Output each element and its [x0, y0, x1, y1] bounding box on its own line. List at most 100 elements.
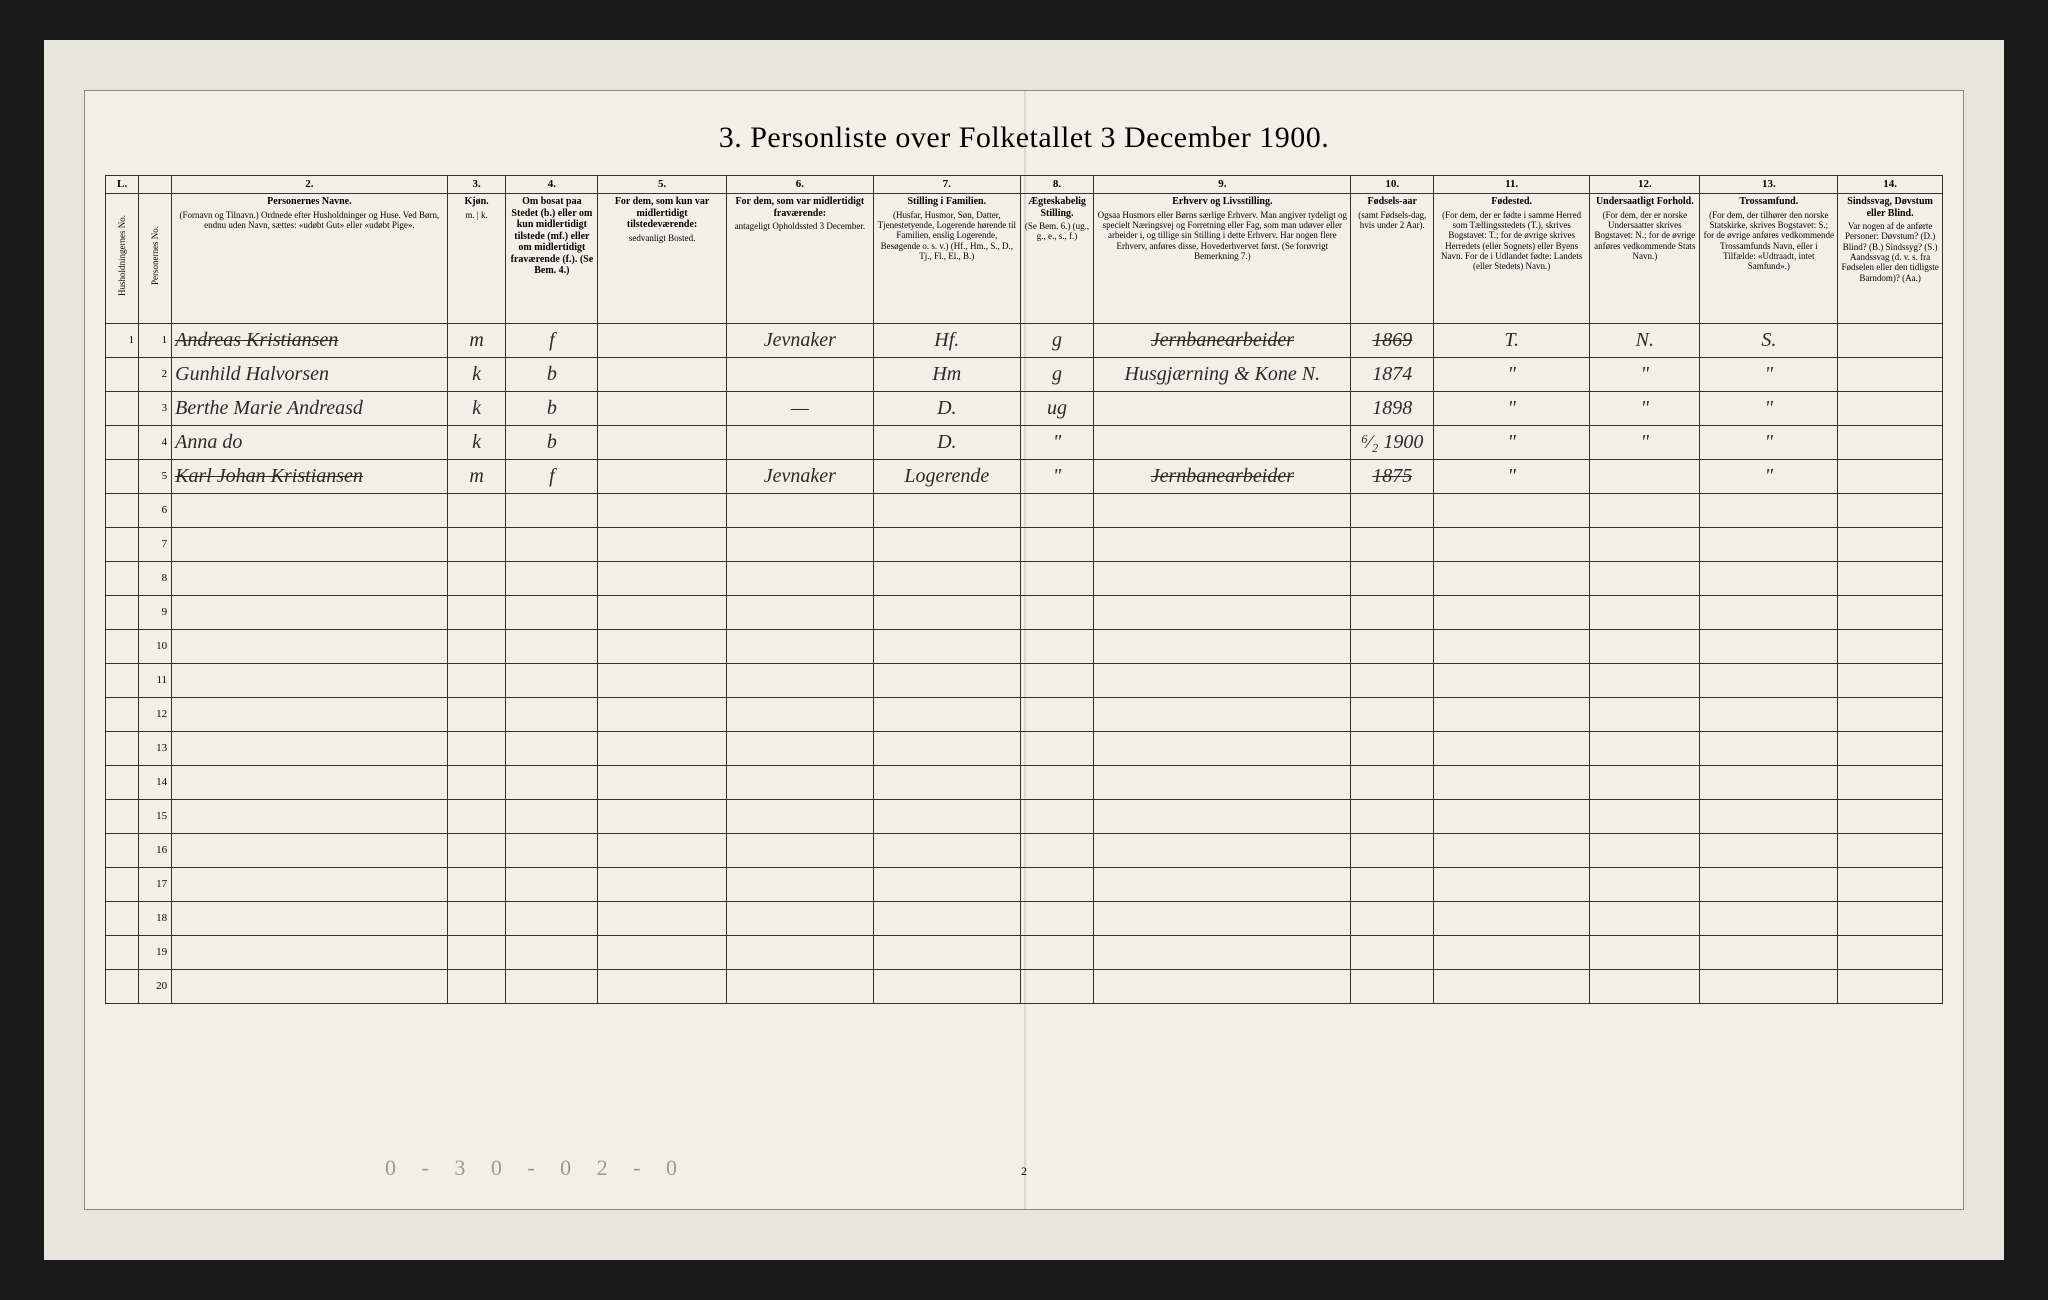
cell [1838, 834, 1943, 868]
cell [1094, 732, 1351, 766]
cell [1838, 800, 1943, 834]
cell: k [447, 392, 506, 426]
cell [1020, 970, 1093, 1004]
cell: 11 [139, 664, 172, 698]
cell: " [1700, 426, 1838, 460]
table-row: 20 [106, 970, 1943, 1004]
cell [1020, 766, 1093, 800]
cell [447, 528, 506, 562]
cell [1434, 664, 1590, 698]
cell: " [1020, 426, 1093, 460]
cell [1838, 596, 1943, 630]
cell [106, 630, 139, 664]
column-number: 4. [506, 176, 598, 194]
cell: 20 [139, 970, 172, 1004]
cell [873, 630, 1020, 664]
cell: 1 [139, 324, 172, 358]
cell [1434, 834, 1590, 868]
cell [726, 936, 873, 970]
cell: b [506, 358, 598, 392]
cell [106, 834, 139, 868]
cell [506, 562, 598, 596]
cell [598, 392, 727, 426]
column-header: For dem, som kun var midlertidigt tilste… [598, 194, 727, 324]
cell [172, 732, 448, 766]
cell [506, 834, 598, 868]
cell: g [1020, 324, 1093, 358]
table-row: 17 [106, 868, 1943, 902]
cell [1351, 868, 1434, 902]
cell [598, 732, 727, 766]
cell [1094, 426, 1351, 460]
cell: Berthe Marie Andreasd [172, 392, 448, 426]
column-number: 3. [447, 176, 506, 194]
cell [106, 358, 139, 392]
cell: 14 [139, 766, 172, 800]
cell [1838, 426, 1943, 460]
cell [1700, 834, 1838, 868]
cell [106, 766, 139, 800]
cell [1020, 902, 1093, 936]
cell [1094, 664, 1351, 698]
cell: T. [1434, 324, 1590, 358]
cell [1434, 528, 1590, 562]
cell [1838, 324, 1943, 358]
cell [1351, 936, 1434, 970]
cell [726, 868, 873, 902]
cell [172, 494, 448, 528]
cell [106, 664, 139, 698]
cell [726, 664, 873, 698]
cell [1590, 834, 1700, 868]
cell [1020, 698, 1093, 732]
cell [1838, 902, 1943, 936]
cell [598, 528, 727, 562]
cell [1094, 562, 1351, 596]
cell: 9 [139, 596, 172, 630]
cell: Jernbanearbeider [1094, 460, 1351, 494]
cell: 3 [139, 392, 172, 426]
column-header: Undersaatligt Forhold.(For dem, der er n… [1590, 194, 1700, 324]
cell [447, 630, 506, 664]
cell [106, 392, 139, 426]
cell [106, 426, 139, 460]
table-row: 7 [106, 528, 1943, 562]
cell: Gunhild Halvorsen [172, 358, 448, 392]
cell [506, 630, 598, 664]
cell [873, 562, 1020, 596]
cell [598, 834, 727, 868]
cell [598, 596, 727, 630]
cell [1434, 936, 1590, 970]
cell [1590, 732, 1700, 766]
cell [106, 528, 139, 562]
table-row: 5Karl Johan KristiansenmfJevnakerLogeren… [106, 460, 1943, 494]
cell: 18 [139, 902, 172, 936]
cell [1590, 868, 1700, 902]
column-number: 14. [1838, 176, 1943, 194]
column-number: 5. [598, 176, 727, 194]
cell [1434, 596, 1590, 630]
column-header: Personernes Navne.(Fornavn og Tilnavn.) … [172, 194, 448, 324]
cell [1590, 800, 1700, 834]
cell: Anna do [172, 426, 448, 460]
cell [447, 698, 506, 732]
cell [1700, 528, 1838, 562]
cell: 13 [139, 732, 172, 766]
cell [1434, 902, 1590, 936]
cell [1351, 732, 1434, 766]
cell [873, 766, 1020, 800]
cell [1590, 698, 1700, 732]
column-header: For dem, som var midlertidigt fraværende… [726, 194, 873, 324]
cell [1838, 868, 1943, 902]
cell [1020, 528, 1093, 562]
cell [873, 698, 1020, 732]
cell [172, 766, 448, 800]
column-header: Stilling i Familien.(Husfar, Husmor, Søn… [873, 194, 1020, 324]
cell [1094, 834, 1351, 868]
cell [1838, 664, 1943, 698]
cell [106, 562, 139, 596]
cell [172, 528, 448, 562]
cell: 1869 [1351, 324, 1434, 358]
column-number-row: L.2.3.4.5.6.7.8.9.10.11.12.13.14. [106, 176, 1943, 194]
column-header: Erhverv og Livsstilling.Ogsaa Husmors el… [1094, 194, 1351, 324]
cell [1838, 528, 1943, 562]
